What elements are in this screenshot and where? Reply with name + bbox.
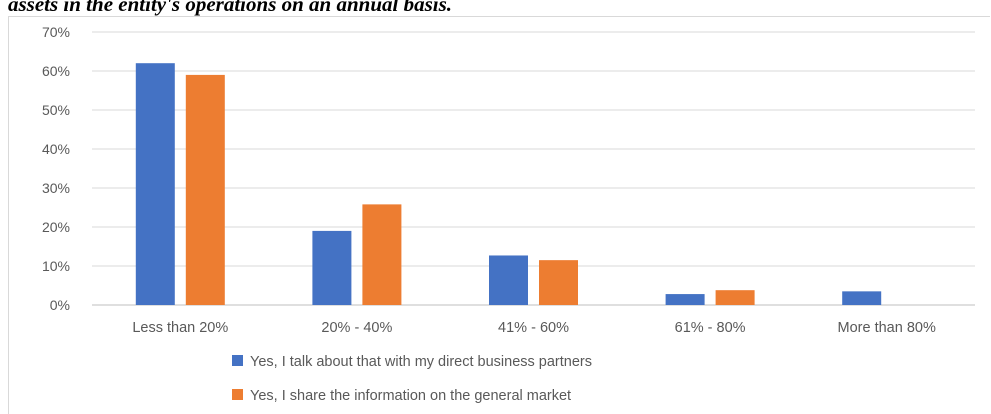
x-category-label: 41% - 60% (498, 320, 569, 336)
x-category-label: 20% - 40% (321, 320, 392, 336)
y-tick-label: 10% (42, 258, 70, 274)
legend: Yes, I talk about that with my direct bu… (232, 354, 592, 404)
y-tick-label: 30% (42, 180, 70, 196)
gridlines (92, 31, 975, 306)
legend-label: Yes, I talk about that with my direct bu… (250, 354, 592, 370)
chart-frame (8, 16, 990, 414)
y-tick-label: 40% (42, 141, 70, 157)
bar-market (362, 204, 402, 305)
y-tick-label: 70% (42, 24, 70, 40)
x-axis-categories: Less than 20% 20% - 40% 41% - 60% 61% - 80%… (132, 320, 936, 336)
y-tick-label: 0% (50, 297, 70, 313)
legend-swatch (232, 355, 243, 366)
bars (135, 63, 882, 306)
y-tick-label: 20% (42, 219, 70, 235)
legend-swatch (232, 389, 243, 400)
bar-partners (489, 255, 528, 305)
y-tick-label: 50% (42, 102, 70, 118)
x-category-label: Less than 20% (132, 320, 228, 336)
bar-market (715, 290, 755, 305)
y-tick-label: 60% (42, 63, 70, 79)
bar-market (185, 74, 225, 306)
bar-partners (135, 63, 175, 306)
x-category-label: 61% - 80% (675, 320, 746, 336)
bar-market (539, 260, 578, 305)
figure-caption: assets in the entity's operations on an … (8, 0, 453, 16)
bar-partners (665, 294, 705, 305)
x-category-label: More than 80% (838, 320, 936, 336)
y-axis-ticks: 0% 10% 20% 30% 40% 50% 60% 70% (42, 24, 70, 313)
legend-label: Yes, I share the information on the gene… (250, 388, 571, 404)
bar-partners (312, 230, 352, 305)
bar-partners (842, 291, 882, 305)
